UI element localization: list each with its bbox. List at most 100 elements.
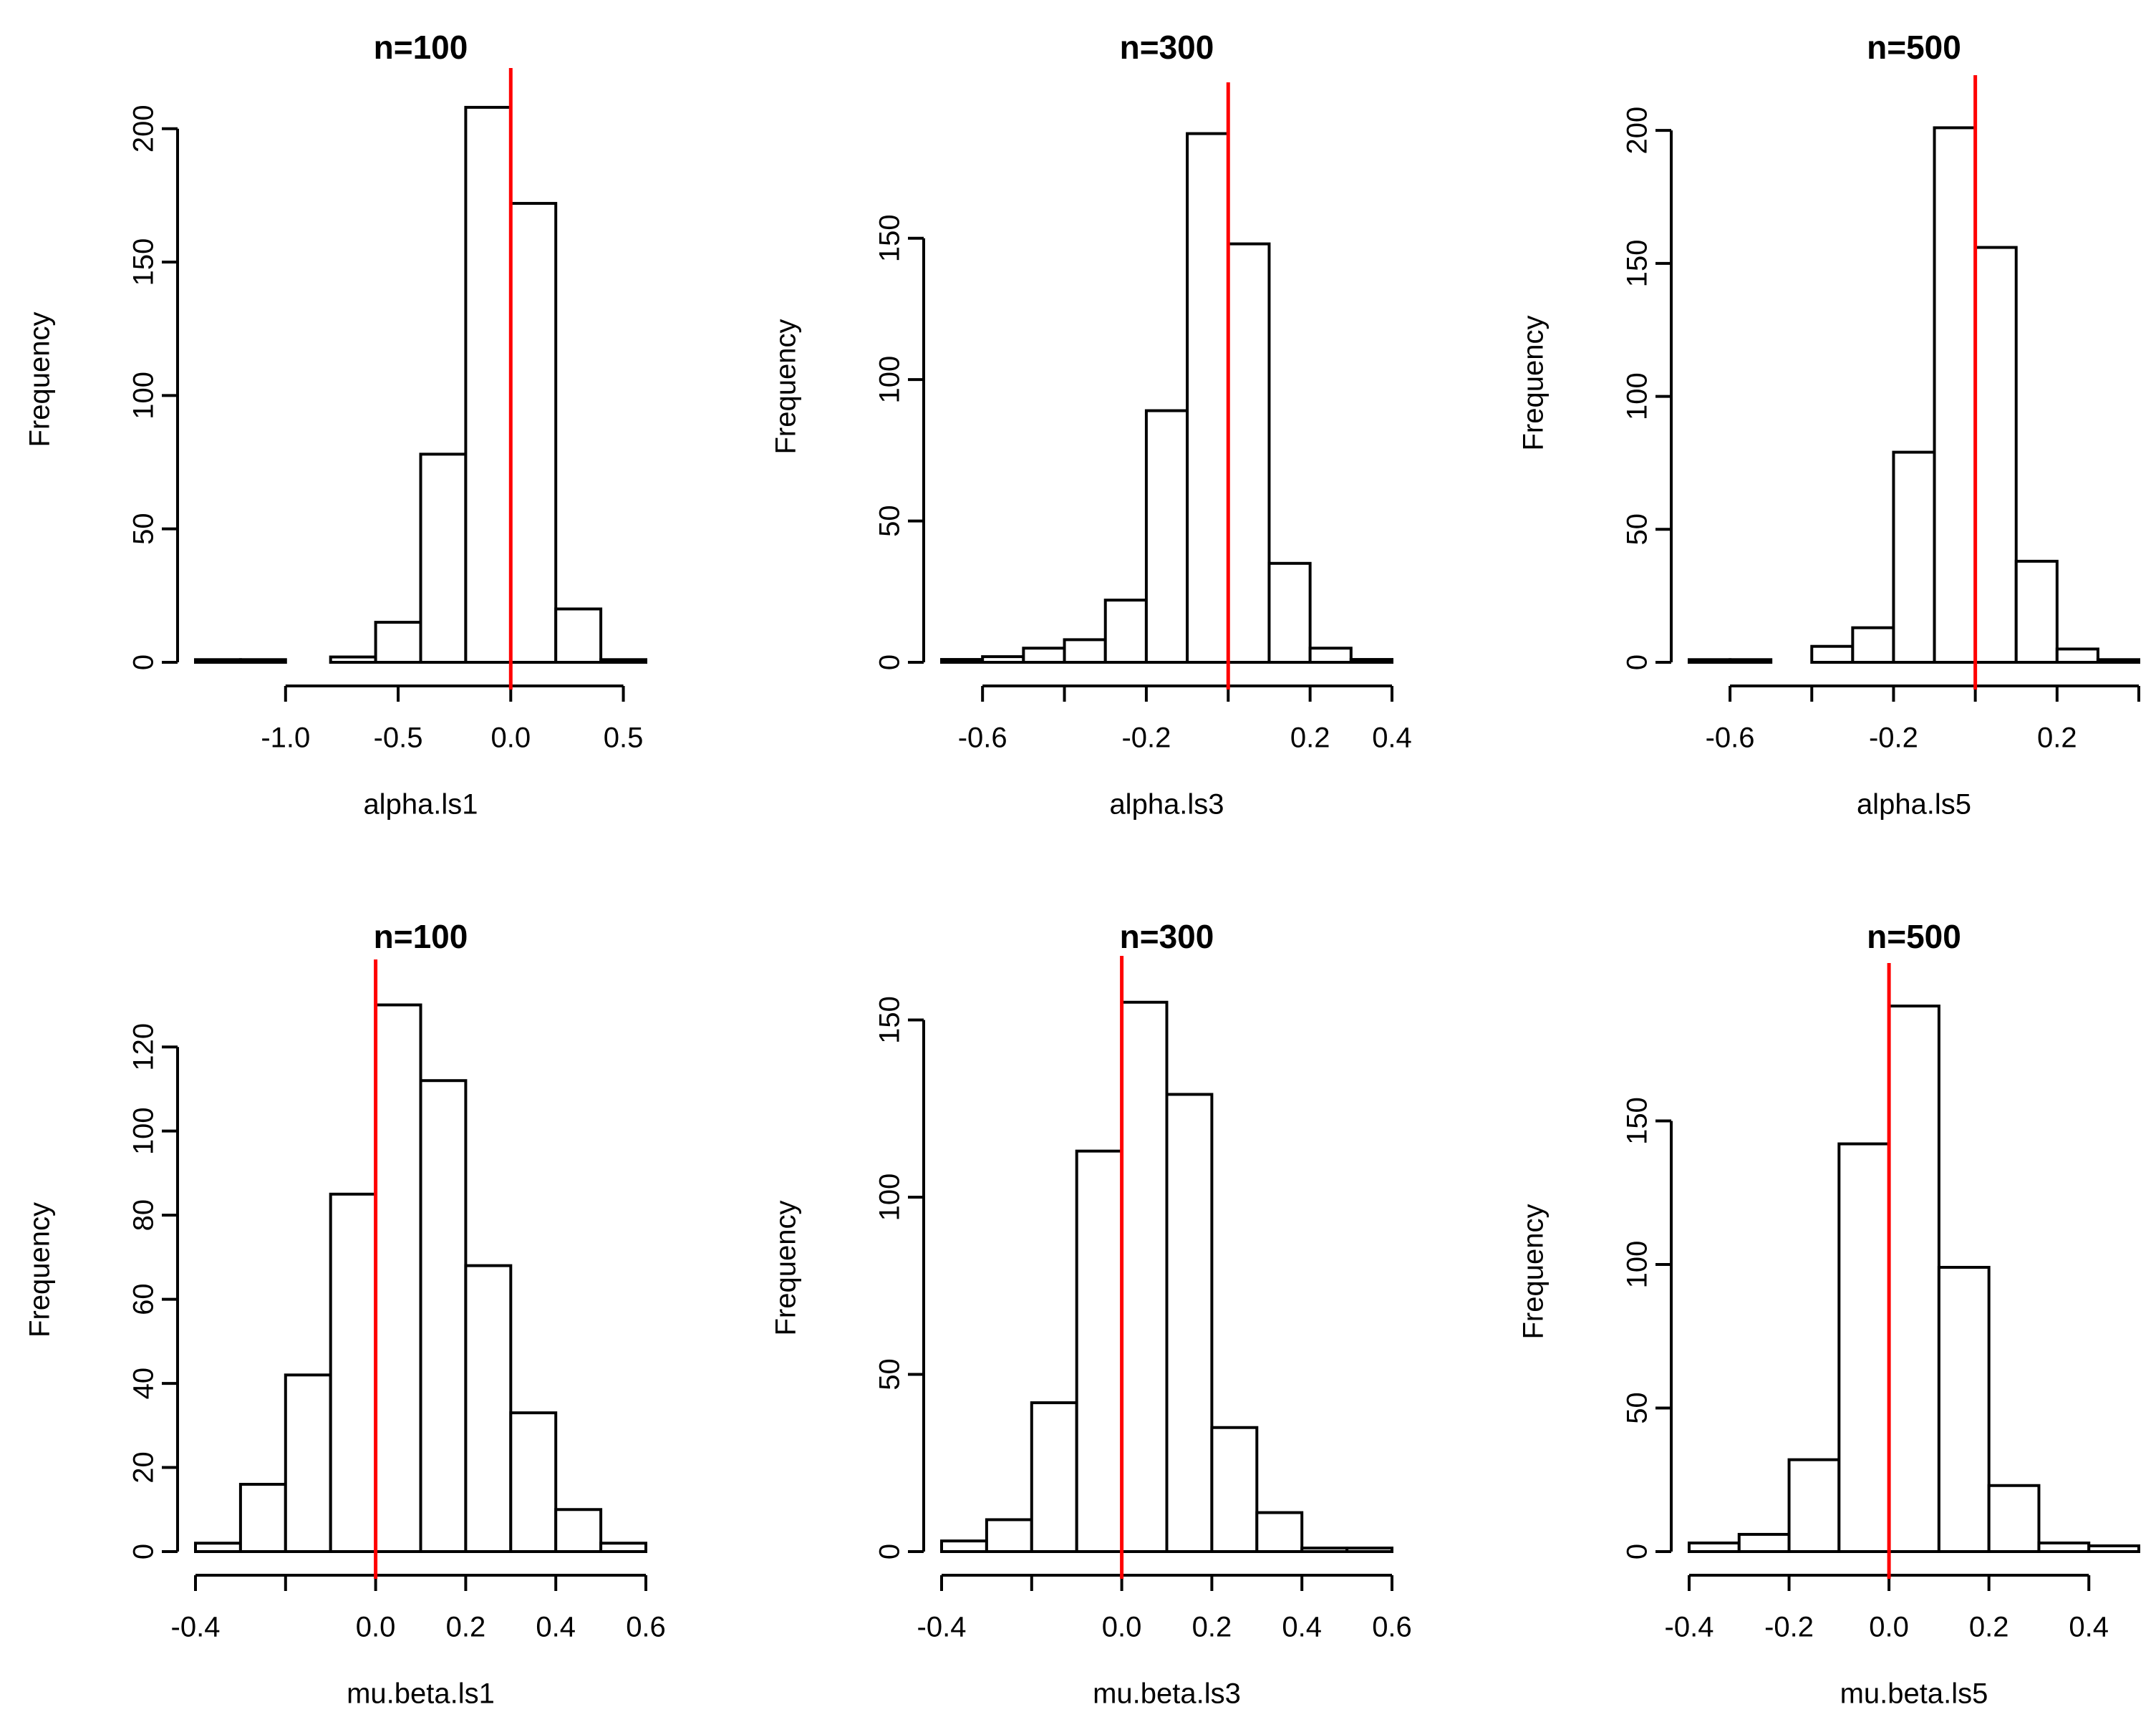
x-tick-label: -0.2 — [1121, 722, 1171, 754]
x-tick-label: -0.4 — [917, 1612, 967, 1643]
histogram-bar — [419, 453, 468, 664]
histogram-bar — [2014, 559, 2059, 664]
y-tick-label: 100 — [128, 372, 160, 420]
panel-title: n=100 — [374, 918, 468, 955]
x-tick-label: 0.6 — [1372, 1612, 1412, 1643]
y-axis-label: Frequency — [770, 319, 802, 455]
x-axis-label: alpha.ls1 — [363, 789, 478, 821]
histogram-bar — [1063, 638, 1107, 664]
histogram-bar — [1737, 1532, 1791, 1554]
panel-title: n=100 — [374, 29, 468, 66]
histogram-bar — [374, 1003, 422, 1553]
histogram-bar — [1973, 246, 2018, 664]
histogram-bar — [2087, 1544, 2140, 1554]
histogram-bar — [374, 621, 422, 664]
y-tick-label: 50 — [874, 1358, 906, 1390]
histogram-panel-1: n=100 0 50 100 150 200 Frequency -1.0 -0.5 0.0 0.5… — [24, 29, 647, 821]
histogram-panel-6: n=500 0 50 100 150 Frequency -0.4 -0.2 0.0 0.2 0.4… — [1518, 918, 2140, 1710]
y-tick-label: 60 — [128, 1283, 160, 1315]
histogram-bar — [1103, 599, 1148, 664]
y-tick-label: 40 — [128, 1368, 160, 1400]
x-tick-label: -0.5 — [374, 722, 423, 754]
histogram-bar — [2055, 647, 2099, 664]
x-axis-label: mu.beta.ls5 — [1840, 1678, 1988, 1710]
x-tick-label: 0.4 — [536, 1612, 576, 1643]
histogram-bar — [509, 202, 558, 664]
histogram-bar — [1300, 1547, 1349, 1554]
y-tick-label: 100 — [1622, 372, 1653, 420]
histogram-bar — [1688, 658, 1732, 664]
histogram-bar — [329, 1192, 377, 1553]
histogram-bar — [1729, 658, 1773, 664]
x-tick-label: -1.0 — [261, 722, 310, 754]
panel-title: n=300 — [1120, 918, 1214, 955]
x-tick-label: 0.6 — [626, 1612, 666, 1643]
y-tick-label: 100 — [128, 1107, 160, 1155]
histogram-bar — [940, 1539, 988, 1553]
histogram-bar — [1892, 450, 1936, 664]
x-tick-label: -0.6 — [1706, 722, 1755, 754]
histogram-bar — [1345, 1547, 1393, 1554]
x-axis-label: alpha.ls5 — [1857, 789, 1971, 821]
histogram-bar — [464, 1264, 513, 1553]
x-tick-label: -0.6 — [958, 722, 1007, 754]
y-tick-label: 0 — [128, 654, 160, 670]
y-axis-label: Frequency — [24, 312, 56, 448]
y-axis-label: Frequency — [1518, 316, 1550, 451]
histogram-bar — [1267, 561, 1312, 664]
x-axis-label: mu.beta.ls3 — [1093, 1678, 1241, 1710]
y-tick-label: 0 — [874, 1544, 906, 1559]
y-tick-label: 0 — [1622, 654, 1653, 670]
histogram-bar — [1349, 658, 1394, 664]
y-tick-label: 200 — [1622, 107, 1653, 155]
x-tick-label: 0.0 — [1869, 1612, 1909, 1643]
x-tick-label: -0.2 — [1764, 1612, 1814, 1643]
y-tick-label: 100 — [1622, 1241, 1653, 1289]
histogram-bar — [1688, 1541, 1741, 1554]
x-tick-label: -0.4 — [171, 1612, 221, 1643]
x-tick-label: 0.4 — [1372, 722, 1412, 754]
y-tick-label: 150 — [128, 238, 160, 286]
y-tick-label: 150 — [1622, 239, 1653, 287]
histogram-bar — [1144, 409, 1189, 664]
histogram-bar — [194, 1542, 242, 1553]
histogram-bar — [599, 1542, 647, 1553]
histogram-bar — [329, 655, 377, 664]
histogram-bar — [1987, 1484, 2041, 1554]
histogram-bar — [238, 658, 287, 664]
histogram-bar — [1851, 626, 1895, 664]
x-tick-label: 0.4 — [2069, 1612, 2109, 1643]
histogram-bar — [1022, 647, 1066, 664]
y-axis-label: Frequency — [1518, 1204, 1550, 1340]
histogram-bar — [1937, 1265, 1991, 1553]
x-tick-label: 0.2 — [446, 1612, 486, 1643]
y-tick-label: 0 — [1622, 1544, 1653, 1559]
histogram-bar — [1165, 1093, 1214, 1553]
y-tick-label: 50 — [874, 505, 906, 537]
y-tick-label: 100 — [874, 1174, 906, 1222]
histogram-bar — [194, 658, 242, 664]
y-tick-label: 150 — [874, 214, 906, 262]
histogram-bar — [599, 658, 647, 664]
x-tick-label: 0.2 — [2037, 722, 2077, 754]
histogram-panel-5: n=300 0 50 100 150 Frequency -0.4 0.0 0.2 0.4 0.6 m… — [770, 918, 1412, 1709]
histogram-panel-2: n=300 0 50 100 150 Frequency -0.6 -0.2 0.2 0.4 alp… — [770, 29, 1412, 820]
histogram-bar — [1887, 1005, 1940, 1553]
x-tick-label: 0.0 — [356, 1612, 396, 1643]
y-axis-label: Frequency — [770, 1201, 802, 1336]
y-tick-label: 0 — [128, 1544, 160, 1559]
y-axis-label: Frequency — [24, 1202, 56, 1338]
y-tick-label: 150 — [874, 996, 906, 1044]
histogram-bar — [1227, 242, 1271, 664]
x-tick-label: -0.4 — [1665, 1612, 1714, 1643]
x-tick-label: 0.2 — [1290, 722, 1330, 754]
y-tick-label: 80 — [128, 1199, 160, 1232]
x-tick-label: 0.4 — [1282, 1612, 1322, 1643]
y-tick-label: 20 — [128, 1451, 160, 1484]
histogram-bar — [985, 1518, 1033, 1553]
panel-title: n=500 — [1867, 29, 1961, 66]
histogram-bar — [554, 1508, 603, 1553]
histogram-bar — [419, 1079, 468, 1553]
x-tick-label: 0.0 — [1102, 1612, 1142, 1643]
x-tick-label: 0.0 — [490, 722, 531, 754]
